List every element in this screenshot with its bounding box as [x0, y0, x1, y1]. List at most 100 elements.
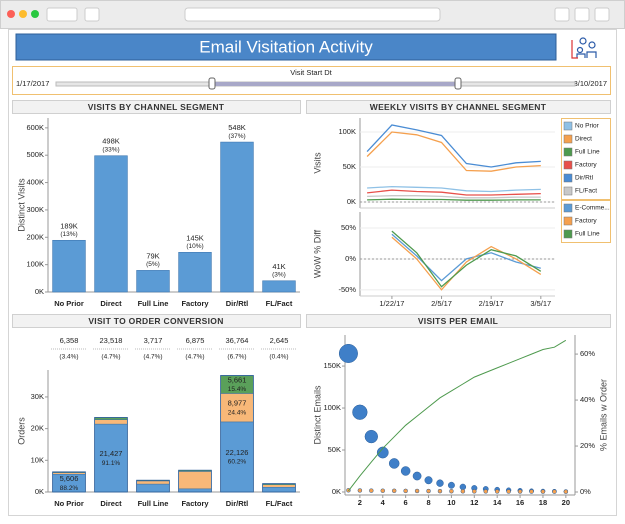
panel-title: VISIT TO ORDER CONVERSION	[88, 316, 223, 326]
y-tick-label: 0K	[332, 487, 341, 496]
dot	[380, 488, 386, 493]
panel-header	[306, 314, 611, 328]
bubble	[447, 481, 455, 489]
legend-swatch	[563, 134, 573, 144]
rate-label: (4.7%)	[185, 354, 204, 361]
x-tick-label: Dir/Rtl	[226, 299, 249, 308]
share-button[interactable]	[574, 7, 590, 22]
segment-share-label: 24.4%	[228, 409, 247, 416]
total-label: 23,518	[100, 336, 123, 345]
download-button[interactable]	[554, 7, 570, 22]
x-tick-label: No Prior	[54, 499, 84, 508]
bubble	[459, 483, 467, 491]
url-bar[interactable]	[184, 7, 441, 22]
dot	[472, 489, 477, 494]
bar-total-outline	[52, 471, 86, 493]
series-line	[367, 195, 541, 199]
close-button[interactable]	[7, 10, 15, 18]
y-tick-label: 300K	[26, 205, 44, 214]
bar-segment	[262, 486, 296, 493]
legend-label: E-Comme...	[575, 205, 610, 212]
panel-header	[306, 100, 611, 114]
segment-value-label: 21,427	[100, 449, 123, 458]
bar-segment	[136, 483, 170, 493]
y-tick-label: 100K	[323, 403, 341, 412]
zoom-button[interactable]	[31, 10, 39, 18]
y-tick-label: 600K	[26, 123, 44, 132]
rate-label: (6.7%)	[227, 354, 246, 361]
x-tick-label: Direct	[100, 499, 122, 508]
tabs-button[interactable]	[594, 7, 610, 22]
dot	[563, 489, 569, 494]
series-line	[367, 198, 541, 201]
nav-buttons[interactable]	[46, 7, 78, 22]
x-tick-label: 4	[381, 498, 386, 507]
bar-segment	[94, 419, 128, 425]
dot	[460, 489, 466, 494]
title-bar	[15, 33, 557, 61]
total-label: 6,358	[60, 336, 79, 345]
rate-label: (4.7%)	[143, 354, 162, 361]
bar-value-label: 189K	[60, 221, 78, 230]
dot	[357, 488, 363, 493]
bar	[94, 155, 128, 293]
bar	[220, 141, 254, 293]
slider-handle[interactable]	[454, 77, 462, 90]
bar-segment	[136, 480, 170, 485]
x-tick-label: Full Line	[138, 499, 169, 508]
sidebar-button[interactable]	[84, 7, 100, 22]
segment-value-label: 5,661	[228, 375, 247, 384]
legend-box	[561, 118, 611, 200]
x-tick-label: FL/Fact	[266, 299, 293, 308]
series-line	[367, 189, 541, 196]
segment-share-label: 60.2%	[228, 459, 247, 466]
filter-start: 1/17/2017	[16, 79, 49, 88]
bar-total-outline	[178, 469, 212, 493]
bar-value-label: 79K	[146, 251, 159, 260]
x-tick-label: 12	[470, 498, 478, 507]
y-tick-label: 100K	[26, 260, 44, 269]
bar	[136, 270, 170, 293]
y-axis-title: Orders	[16, 417, 26, 445]
y-tick-label: 0%	[345, 254, 356, 263]
dot	[414, 488, 420, 494]
minimize-button[interactable]	[19, 10, 27, 18]
y-tick-label: 0K	[35, 487, 44, 496]
bubble	[338, 344, 358, 363]
bubble	[400, 466, 411, 476]
bar-value-label: 145K	[186, 233, 204, 242]
legend-swatch	[563, 229, 573, 239]
y-tick-label: 30K	[31, 392, 44, 401]
bubble	[352, 404, 368, 420]
dot	[483, 489, 488, 494]
logo-icon	[571, 37, 597, 59]
bar-segment	[178, 488, 212, 493]
filter-end: 3/10/2017	[574, 79, 607, 88]
panel-title: WEEKLY VISITS BY CHANNEL SEGMENT	[370, 102, 547, 112]
bubble	[424, 476, 433, 485]
legend-label: Full Line	[575, 149, 600, 156]
slider-range[interactable]	[212, 82, 458, 86]
legend-swatch	[563, 186, 573, 196]
x-tick-label: 6	[404, 498, 408, 507]
series-line	[391, 233, 541, 282]
slider-handle[interactable]	[208, 77, 216, 90]
bar-total-outline	[94, 417, 128, 493]
legend-swatch	[563, 203, 573, 213]
dot	[529, 489, 534, 494]
bar-segment	[262, 484, 296, 488]
legend-swatch	[563, 147, 573, 157]
legend-label: Dir/Rtl	[575, 175, 594, 182]
y2-axis-title: % Emails w Order	[598, 379, 608, 451]
bar-share-label: (10%)	[186, 243, 203, 250]
y-tick-label: 200K	[26, 232, 44, 241]
y-tick-label: 0K	[35, 287, 44, 296]
legend-swatch	[563, 216, 573, 226]
y2-tick-label: 0%	[580, 487, 591, 496]
panel-header	[12, 100, 301, 114]
x-tick-label: Direct	[100, 299, 122, 308]
dot	[403, 488, 408, 494]
x-tick-label: 18	[539, 498, 547, 507]
x-tick-label: 3/5/17	[530, 299, 551, 308]
